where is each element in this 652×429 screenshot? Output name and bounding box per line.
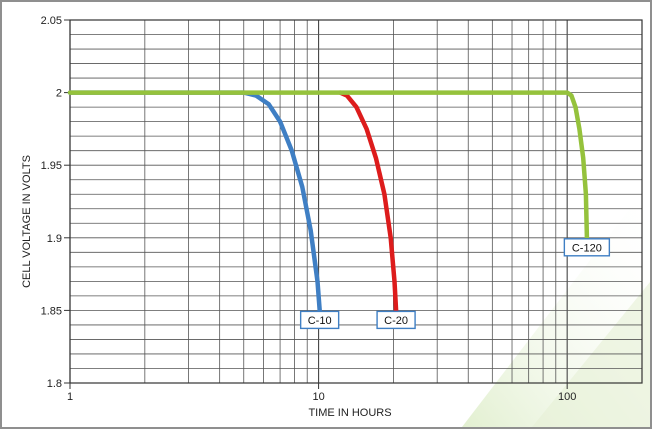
x-axis-title: TIME IN HOURS	[308, 407, 391, 419]
y-tick-label: 1.95	[41, 160, 62, 172]
y-tick-label: 1.85	[41, 305, 62, 317]
plot-border	[69, 19, 643, 384]
y-tick-label: 2	[56, 88, 62, 100]
background-decoration	[532, 282, 650, 427]
series-label-c-10: C-10	[308, 315, 332, 327]
x-tick-label: 1	[67, 391, 73, 403]
label-box-c-120	[563, 238, 611, 257]
y-axis-title: CELL VOLTAGE IN VOLTS	[21, 155, 33, 288]
label-box-c-20	[376, 310, 416, 330]
label-box-c-10	[299, 310, 340, 330]
series-label-c-20: C-20	[384, 315, 408, 327]
y-tick-label: 1.8	[47, 378, 62, 390]
series-labels: C-10 C-20 C-120	[299, 238, 611, 330]
y-tick-label: 1.9	[47, 233, 62, 245]
y-tick-label: 2.05	[41, 15, 62, 27]
series-line-c-120	[67, 90, 590, 241]
x-tick-label: 10	[312, 391, 324, 403]
x-tick-label: 100	[558, 391, 576, 403]
series-label-c-120: C-120	[572, 242, 602, 254]
series-line-c-20	[337, 90, 399, 313]
series-line-c-10	[67, 90, 322, 313]
series	[67, 90, 590, 313]
axes: 1.8 1.85 1.9 1.95 2 2.05 1 10 100 TIME IN HOURS CE…	[21, 15, 643, 419]
